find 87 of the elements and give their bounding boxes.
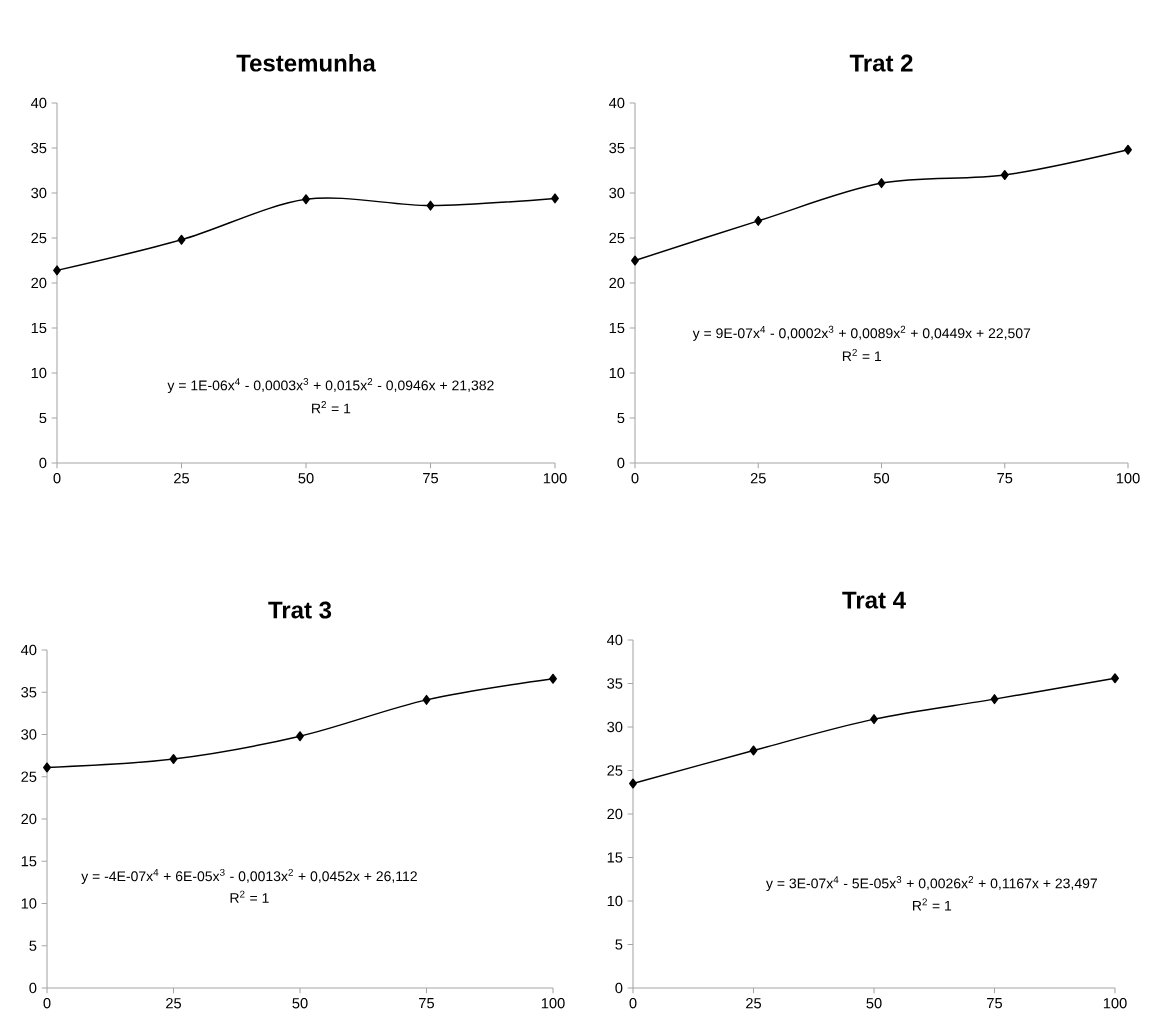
y-tick-label: 25	[31, 232, 47, 244]
point	[990, 694, 999, 705]
y-tick-label: 5	[39, 412, 47, 424]
y-tick-label: 5	[29, 940, 37, 951]
point	[43, 762, 51, 773]
point	[551, 193, 559, 204]
point	[1111, 673, 1119, 684]
y-tick-label: 40	[606, 634, 623, 646]
y-tick-label: 0	[29, 982, 37, 994]
x-tick-label: 75	[423, 473, 439, 484]
y-tick-label: 35	[31, 142, 47, 154]
y-tick-label: 0	[615, 982, 623, 994]
y-tick-label: 10	[31, 367, 47, 379]
point	[549, 673, 557, 684]
y-tick-label: 10	[609, 367, 625, 379]
x-tick-label: 25	[746, 998, 762, 1009]
x-tick-label: 50	[866, 998, 882, 1009]
point	[422, 694, 431, 705]
y-tick-label: 25	[609, 232, 625, 244]
point	[877, 178, 886, 189]
annotation: R$^{2}$ = 1	[230, 890, 269, 903]
y-tick-label: 0	[39, 457, 47, 469]
y-tick-label: 20	[607, 808, 623, 820]
x-tick-label: 75	[419, 998, 435, 1009]
y-tick-label: 35	[21, 687, 37, 698]
y-tick-label: 15	[609, 322, 625, 334]
point	[754, 215, 763, 226]
point	[631, 255, 639, 266]
x-tick-label: 100	[543, 473, 567, 484]
annotation: R$^{2}$ = 1	[312, 401, 351, 414]
y-tick-label: 30	[609, 187, 625, 199]
y-tick-label: 40	[30, 97, 47, 109]
y-tick-label: 25	[607, 765, 623, 776]
chart-title: Testemunha	[236, 53, 376, 72]
x-tick-label: 50	[873, 473, 890, 484]
y-tick-label: 10	[21, 898, 37, 909]
annotation: R$^{2}$ = 1	[842, 348, 882, 362]
y-tick-label: 10	[607, 895, 623, 907]
y-tick-label: 0	[617, 457, 625, 469]
x-tick-label: 50	[298, 473, 314, 484]
x-tick-label: 75	[987, 998, 1003, 1009]
point	[177, 234, 186, 245]
y-tick-label: 35	[609, 142, 625, 154]
x-tick-label: 100	[1103, 998, 1127, 1009]
chart-title: Trat 2	[849, 54, 913, 72]
y-tick-label: 5	[617, 412, 625, 424]
y-tick-label: 15	[31, 322, 47, 334]
y-tick-label: 40	[20, 644, 37, 656]
x-tick-label: 100	[1116, 473, 1140, 484]
x-tick-label: 50	[292, 998, 308, 1009]
x-tick-label: 25	[166, 998, 182, 1009]
y-tick-label: 40	[608, 97, 625, 109]
y-tick-label: 20	[31, 277, 47, 289]
y-tick-label: 15	[607, 852, 623, 863]
point	[426, 200, 435, 211]
y-tick-label: 5	[615, 939, 623, 950]
y-tick-label: 20	[21, 813, 37, 825]
y-tick-label: 30	[21, 729, 37, 740]
point	[1124, 144, 1132, 155]
chart-title: Trat 3	[268, 601, 332, 619]
point	[1000, 169, 1009, 180]
x-tick-label: 0	[631, 473, 639, 484]
x-tick-label: 25	[174, 473, 190, 484]
annotation: y = 9E-07x$^{4}$ - 0,0002x$^{3}$ + 0,0089x$^{2}$ + 0,0449x + 22,507	[692, 325, 1031, 341]
point	[53, 265, 61, 276]
annotation: R$^{2}$ = 1	[913, 898, 952, 911]
y-tick-label: 35	[607, 678, 623, 689]
y-tick-label: 30	[607, 721, 623, 733]
point	[169, 753, 178, 764]
x-tick-label: 25	[750, 473, 766, 484]
y-tick-label: 20	[609, 277, 625, 289]
y-tick-label: 15	[21, 856, 37, 867]
y-tick-label: 25	[21, 771, 37, 782]
annotation: y = 3E-07x$^{4}$ - 5E-05x$^{3}$ + 0,0026x$^{2}$ + 0,1167x + 23,497	[766, 876, 1097, 892]
x-tick-label: 0	[629, 998, 637, 1009]
chart-title: Trat 4	[842, 591, 906, 609]
point	[749, 745, 758, 756]
annotation: y = -4E-07x$^{4}$ + 6E-05x$^{3}$ - 0,0013x$^{2}$ + 0,0452x + 26,112	[81, 868, 417, 884]
point	[296, 731, 304, 742]
y-tick-label: 30	[31, 187, 47, 199]
x-tick-label: 75	[997, 473, 1013, 484]
x-tick-label: 100	[541, 998, 565, 1009]
point	[870, 714, 878, 725]
x-tick-label: 0	[53, 473, 61, 484]
point	[302, 194, 310, 205]
annotation: y = 1E-06x$^{4}$ - 0,0003x$^{3}$ + 0,015x$^{2}$ - 0,0946x + 21,382	[167, 378, 494, 394]
point	[629, 778, 637, 789]
